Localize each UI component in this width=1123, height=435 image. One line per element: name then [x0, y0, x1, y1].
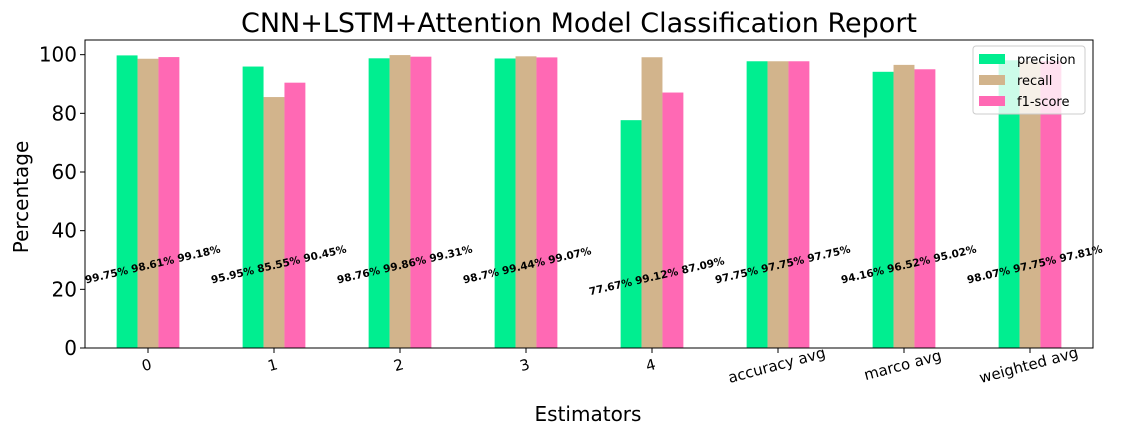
bar-recall-7 — [1019, 61, 1041, 349]
bar-f1-score-3 — [536, 57, 558, 349]
x-tick-label-2: 2 — [392, 355, 406, 375]
bar-recall-6 — [893, 64, 915, 348]
bar-recall-2 — [389, 55, 411, 348]
bar-precision-5 — [746, 61, 768, 349]
bar-recall-5 — [767, 61, 789, 349]
bar-recall-4 — [641, 57, 663, 349]
bar-f1-score-1 — [284, 82, 306, 349]
x-tick-label-0: 0 — [140, 355, 154, 375]
bar-precision-4 — [620, 120, 642, 348]
bar-precision-7 — [998, 60, 1020, 348]
bar-precision-1 — [242, 66, 264, 349]
bar-precision-2 — [368, 58, 390, 348]
bar-f1-score-5 — [788, 61, 810, 349]
bar-f1-score-7 — [1040, 61, 1062, 348]
plot-frame — [84, 39, 1094, 349]
legend-swatch-precision — [979, 54, 1005, 64]
bar-precision-6 — [872, 71, 894, 348]
bar-f1-score-4 — [662, 92, 684, 348]
bar-f1-score-6 — [914, 69, 936, 349]
plot-area: 0 20 40 60 80 100 0 1 2 3 4 accuracy avg marco avg we… — [39, 39, 1104, 387]
chart-title: CNN+LSTM+Attention Model Classification … — [241, 8, 917, 39]
bar-recall-1 — [263, 97, 285, 348]
x-tick-label-1: 1 — [266, 355, 280, 375]
y-axis-label: Percentage — [9, 141, 33, 254]
y-tick-label-20: 20 — [52, 277, 77, 301]
x-axis-label: Estimators — [535, 402, 642, 426]
y-tick-label-0: 0 — [64, 336, 77, 360]
y-tick-label-100: 100 — [39, 43, 77, 67]
legend-label-precision: precision — [1017, 53, 1076, 68]
bar-f1-score-0 — [158, 57, 180, 349]
x-tick-label-5: accuracy avg — [726, 344, 827, 387]
legend-swatch-recall — [979, 75, 1005, 85]
x-tick-label-4: 4 — [644, 355, 658, 375]
bar-f1-score-2 — [410, 56, 432, 348]
legend-label-f1-score: f1-score — [1017, 95, 1069, 110]
bar-recall-0 — [137, 58, 159, 349]
y-tick-label-60: 60 — [52, 160, 77, 184]
bar-recall-3 — [515, 56, 537, 349]
x-tick-label-6: marco avg — [862, 346, 943, 384]
bar-precision-0 — [116, 55, 138, 349]
legend-label-recall: recall — [1017, 74, 1052, 89]
bar-precision-3 — [494, 58, 516, 348]
x-tick-label-3: 3 — [518, 355, 532, 375]
y-tick-label-40: 40 — [52, 219, 77, 243]
legend-swatch-f1-score — [979, 96, 1005, 106]
x-tick-label-7: weighted avg — [977, 343, 1080, 387]
y-tick-label-80: 80 — [52, 101, 77, 125]
